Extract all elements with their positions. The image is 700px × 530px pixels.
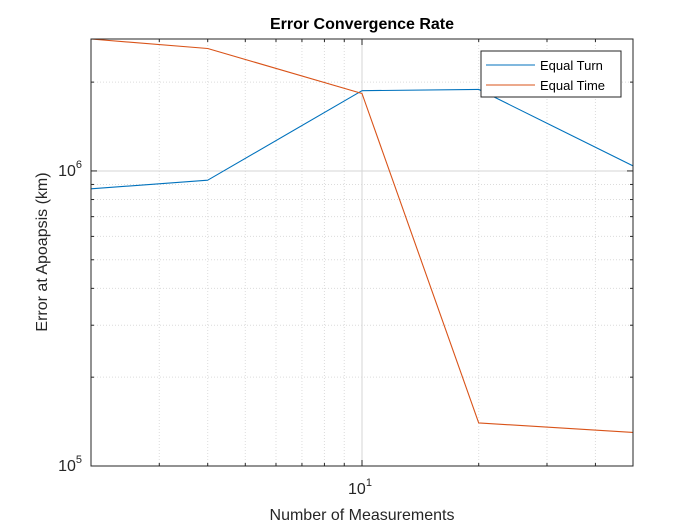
series-line-equal-turn (90, 88, 634, 190)
y-axis-label: Error at Apoapsis (km) (34, 172, 51, 331)
legend-label-equal-turn: Equal Turn (540, 58, 603, 73)
series-layer (90, 38, 634, 433)
legend: Equal Turn Equal Time (480, 50, 622, 98)
y-tick-label: 105 (58, 454, 82, 475)
x-tick-label: 101 (348, 477, 372, 498)
legend-label-equal-time: Equal Time (540, 78, 605, 93)
y-tick-label: 106 (58, 159, 82, 180)
tick-labels: 101 105 106 (58, 159, 372, 498)
chart-title: Error Convergence Rate (270, 16, 454, 33)
series-line-equal-time (90, 38, 634, 433)
major-grid (91, 39, 633, 466)
x-axis-label: Number of Measurements (270, 507, 455, 524)
tick-marks (91, 39, 633, 467)
legend-box (480, 50, 622, 98)
